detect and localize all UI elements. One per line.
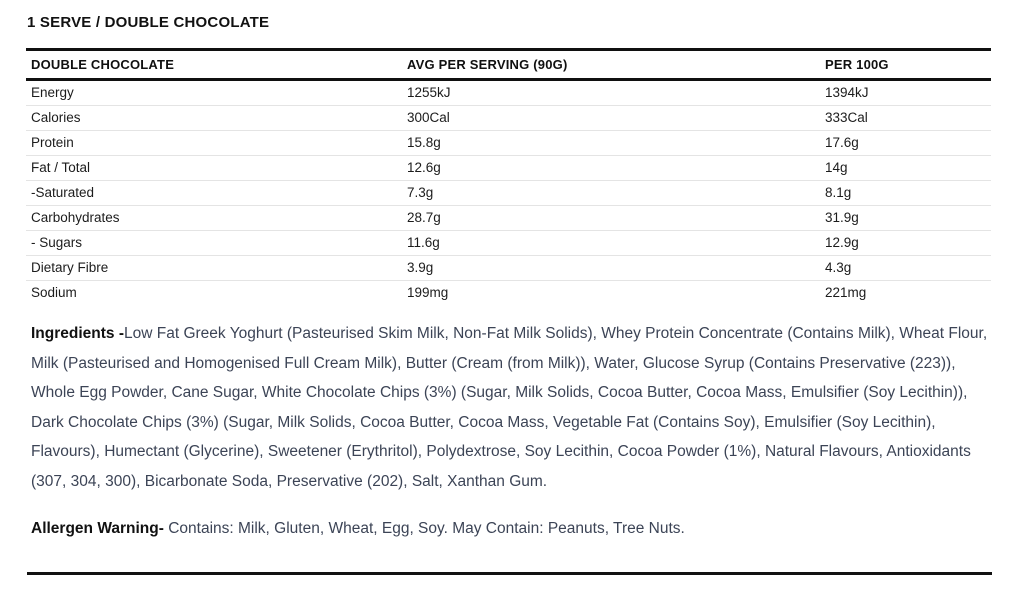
per-serving-value: 15.8g <box>402 130 820 156</box>
per-100g-value: 17.6g <box>820 130 991 156</box>
header-per-100g: PER 100G <box>820 49 991 81</box>
per-serving-value: 12.6g <box>402 155 820 181</box>
per-serving-value: 300Cal <box>402 105 820 131</box>
nutrition-table: DOUBLE CHOCOLATE AVG PER SERVING (90G) P… <box>26 48 991 305</box>
table-row: Carbohydrates 28.7g 31.9g <box>26 205 991 231</box>
table-row: Fat / Total 12.6g 14g <box>26 155 991 181</box>
nutrient-label: Sodium <box>31 285 77 300</box>
table-row: Dietary Fibre 3.9g 4.3g <box>26 255 991 281</box>
per-100g-value: 8.1g <box>820 180 991 206</box>
allergen-heading: Allergen Warning- <box>31 519 164 537</box>
nutrient-label: Fat / Total <box>26 155 402 181</box>
bottom-divider <box>27 571 992 575</box>
per-100g-value: 221mg <box>825 285 867 300</box>
ingredients-heading: Ingredients - <box>31 325 125 342</box>
per-100g-value: 12.9g <box>820 230 991 256</box>
table-header-row: DOUBLE CHOCOLATE AVG PER SERVING (90G) P… <box>26 49 991 81</box>
per-100g-value: 4.3g <box>820 255 991 281</box>
per-100g-value: 333Cal <box>820 105 991 131</box>
page-title: 1 SERVE / DOUBLE CHOCOLATE <box>27 14 270 31</box>
per-serving-value: 11.6g <box>402 230 820 256</box>
per-100g-value: 1394kJ <box>820 79 991 106</box>
table-row: Sodium 199mg 221mg <box>26 281 991 306</box>
ingredients-paragraph: Ingredients -Low Fat Greek Yoghurt (Past… <box>31 319 994 497</box>
table-row: - Sugars 11.6g 12.9g <box>26 230 991 256</box>
per-100g-value: 31.9g <box>820 205 991 231</box>
per-100g-value: 14g <box>820 155 991 181</box>
per-serving-value: 199mg <box>407 285 449 300</box>
table-row: -Saturated 7.3g 8.1g <box>26 180 991 206</box>
nutrient-label: -Saturated <box>26 180 402 206</box>
allergen-text: Contains: Milk, Gluten, Wheat, Egg, Soy.… <box>168 519 685 537</box>
table-row: Energy 1255kJ 1394kJ <box>26 79 991 106</box>
per-serving-value: 7.3g <box>402 180 820 206</box>
nutrient-label: Dietary Fibre <box>26 255 402 281</box>
table-row: Protein 15.8g 17.6g <box>26 130 991 156</box>
per-serving-value: 28.7g <box>402 205 820 231</box>
nutrient-label: Protein <box>26 130 402 156</box>
nutrient-label: Calories <box>26 105 402 131</box>
per-serving-value: 1255kJ <box>402 79 820 106</box>
nutrient-label: Carbohydrates <box>26 205 402 231</box>
table-row: Calories 300Cal 333Cal <box>26 105 991 131</box>
nutrient-label: Energy <box>26 79 402 106</box>
per-serving-value: 3.9g <box>402 255 820 281</box>
allergen-paragraph: Allergen Warning- Contains: Milk, Gluten… <box>31 519 994 539</box>
header-product: DOUBLE CHOCOLATE <box>26 49 402 81</box>
nutrient-label: - Sugars <box>26 230 402 256</box>
ingredients-text: Low Fat Greek Yoghurt (Pasteurised Skim … <box>31 325 988 490</box>
header-per-serving: AVG PER SERVING (90G) <box>402 49 820 81</box>
